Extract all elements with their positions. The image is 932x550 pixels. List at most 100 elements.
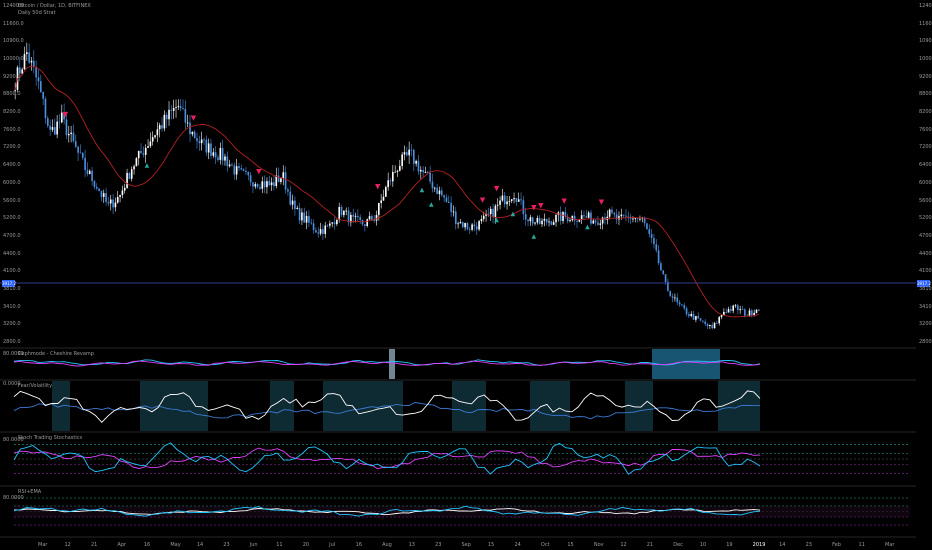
candle-body xyxy=(149,141,152,147)
candle-body xyxy=(42,91,44,99)
panel-top-value-2: 0.0000 xyxy=(3,381,21,387)
candle-body xyxy=(424,172,427,174)
candle-body xyxy=(520,199,522,201)
time-tick-label: Dec xyxy=(673,542,683,548)
sell-marker: ▼ xyxy=(256,167,262,175)
candle-body xyxy=(632,218,634,220)
candle-body xyxy=(116,196,119,203)
candle-body xyxy=(23,53,26,70)
candle-body xyxy=(109,199,112,204)
time-tick-label: 23 xyxy=(223,542,230,548)
candle-body xyxy=(65,119,68,136)
candle-body xyxy=(51,127,54,130)
candle-body xyxy=(240,168,243,170)
candle-body xyxy=(242,169,245,171)
time-tick-label: 23 xyxy=(435,542,442,548)
candle-body xyxy=(669,290,672,297)
candle-body xyxy=(576,220,578,222)
candle-body xyxy=(634,218,637,219)
candle-body xyxy=(147,146,149,148)
candle-body xyxy=(315,230,317,233)
candle-body xyxy=(454,211,457,224)
time-tick-label: Jul xyxy=(329,542,336,548)
candle-body xyxy=(172,107,175,111)
candle-body xyxy=(550,221,553,225)
candle-body xyxy=(221,147,224,161)
candle-body xyxy=(445,197,448,202)
sell-marker: ▼ xyxy=(531,203,537,211)
candle-body xyxy=(699,318,702,321)
candle-body xyxy=(268,181,271,186)
time-tick-label: 12 xyxy=(620,542,627,548)
candle-body xyxy=(527,219,529,222)
candle-body xyxy=(119,195,121,197)
candle-body xyxy=(447,201,450,204)
time-tick-label: 11 xyxy=(858,542,865,548)
candle-body xyxy=(697,316,700,319)
candle-body xyxy=(613,212,616,215)
candle-body xyxy=(273,182,275,187)
candle-body xyxy=(597,222,599,225)
candle-body xyxy=(354,215,357,217)
candle-body xyxy=(343,210,345,216)
candle-body xyxy=(494,205,497,218)
candle-body xyxy=(408,149,410,156)
vol-signal-line xyxy=(13,402,761,420)
time-tick-label: 19 xyxy=(726,542,733,548)
candle-body xyxy=(317,232,320,234)
time-tick-label: Mar xyxy=(885,542,895,548)
candle-body xyxy=(210,143,212,156)
candle-body xyxy=(364,224,366,226)
candle-body xyxy=(340,207,343,216)
candle-body xyxy=(21,69,23,74)
time-tick-label: 14 xyxy=(779,542,786,548)
candle-body xyxy=(466,222,469,230)
candle-body xyxy=(179,106,182,109)
candle-body xyxy=(538,218,541,225)
candle-body xyxy=(294,200,296,210)
panel-top-value-4: 80.0000 xyxy=(3,495,24,501)
time-tick-label: 2019 xyxy=(752,542,766,548)
time-tick-label: 21 xyxy=(90,542,98,548)
candle-body xyxy=(368,216,371,220)
candle-body xyxy=(732,305,735,311)
candle-body xyxy=(72,132,75,142)
candle-body xyxy=(716,323,718,324)
candle-body xyxy=(396,170,399,172)
candle-body xyxy=(389,180,392,182)
candle-body xyxy=(583,215,585,217)
candle-body xyxy=(387,180,389,188)
time-tick-label: 12 xyxy=(64,542,71,548)
candle-body xyxy=(536,218,539,223)
panel-title-2: Fear/Volatility xyxy=(18,383,53,389)
candle-body xyxy=(352,214,355,217)
indicator-panels xyxy=(0,347,916,538)
candle-body xyxy=(375,214,378,221)
candle-body xyxy=(695,316,697,320)
candle-body xyxy=(702,320,704,322)
candle-body xyxy=(366,219,369,226)
candle-body xyxy=(417,160,420,172)
candle-body xyxy=(625,215,627,217)
candle-body xyxy=(175,107,177,108)
candle-body xyxy=(135,158,138,167)
candle-body xyxy=(415,160,417,164)
candle-body xyxy=(333,222,336,225)
candle-body xyxy=(517,199,520,202)
candle-body xyxy=(235,166,238,175)
candle-body xyxy=(140,150,142,154)
candle-body xyxy=(81,152,84,158)
candle-body xyxy=(144,147,147,155)
candle-body xyxy=(63,112,65,120)
candle-body xyxy=(753,312,755,316)
candle-body xyxy=(35,67,37,78)
candle-body xyxy=(112,199,114,208)
candle-body xyxy=(741,309,744,310)
panel-top-value-3: 80.0000 xyxy=(3,437,24,443)
buy-marker: ▲ xyxy=(532,233,537,240)
panel-title-3: Stoch Trading Stochastics xyxy=(18,435,83,441)
candle-body xyxy=(443,195,445,198)
candle-body xyxy=(739,309,742,311)
zone-band xyxy=(625,381,653,431)
